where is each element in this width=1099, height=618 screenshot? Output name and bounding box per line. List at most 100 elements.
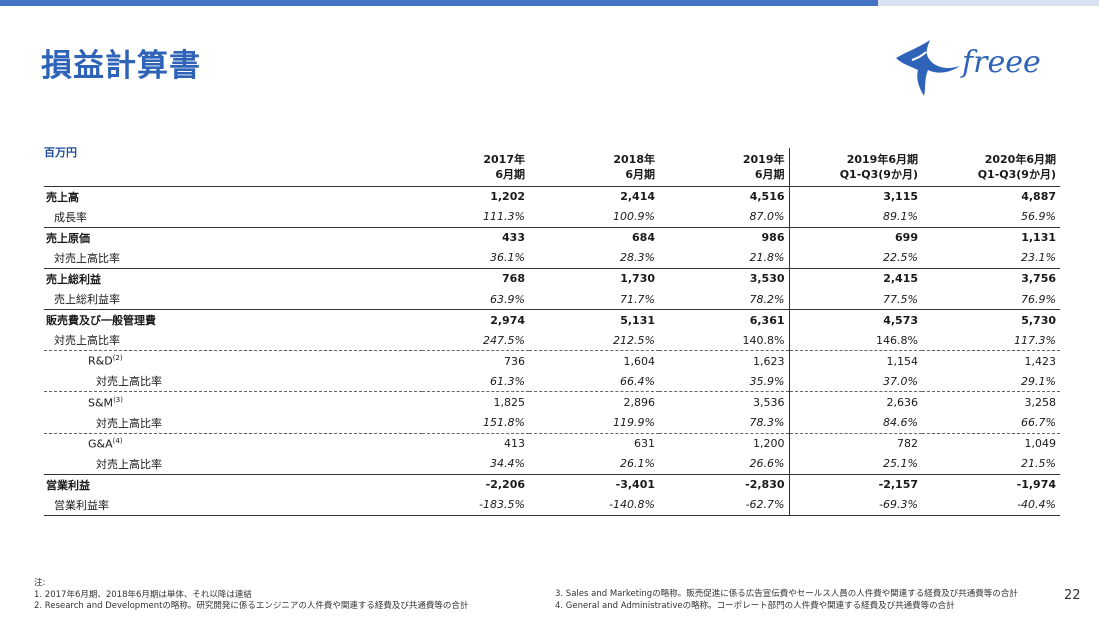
- value-cell: 2,414: [620, 190, 655, 204]
- value-cell: -183.5%: [422, 494, 529, 516]
- page-title: 損益計算書: [41, 48, 201, 84]
- value-cell: 2,415: [788, 268, 922, 289]
- value-cell: 84.6%: [788, 412, 922, 434]
- row-label: 売上高: [46, 190, 79, 204]
- value-cell: 87.0%: [659, 206, 789, 228]
- unit-label-text: 百万円: [44, 145, 77, 159]
- table-row: 対売上高比率 247.5% 212.5% 140.8% 146.8% 117.3…: [44, 330, 1060, 352]
- table-row: R&D(2) 736 1,604 1,623 1,154 1,423: [44, 350, 1060, 372]
- value-cell: 21.5%: [922, 453, 1060, 475]
- value-cell: 768: [502, 272, 525, 286]
- value-cell: 5,730: [1021, 313, 1056, 327]
- value-cell: 35.9%: [659, 371, 789, 393]
- footnote-item: 3. Sales and Marketingの略称。販売促進に係る広告宣伝費やセ…: [555, 589, 1018, 599]
- value-cell: 23.1%: [922, 247, 1060, 269]
- value-cell: 2,974: [490, 313, 525, 327]
- value-cell: -2,830: [745, 478, 785, 492]
- value-cell: 76.9%: [922, 288, 1060, 311]
- value-cell: 684: [632, 231, 655, 245]
- value-cell: 1,730: [620, 272, 655, 286]
- value-cell: 1,131: [1021, 231, 1056, 245]
- value-cell: -2,157: [788, 474, 922, 495]
- value-cell: 1,623: [753, 354, 785, 368]
- value-cell: 66.4%: [529, 371, 659, 393]
- table-row: 対売上高比率 34.4% 26.1% 26.6% 25.1% 21.5%: [44, 453, 1060, 475]
- column-header: 2018年 6月期: [529, 148, 659, 187]
- value-cell: 56.9%: [922, 206, 1060, 228]
- freee-logo: freee: [890, 30, 1070, 100]
- value-cell: 89.1%: [788, 206, 922, 228]
- value-cell: 631: [634, 437, 655, 451]
- table-row: 販売費及び一般管理費 2,974 5,131 6,361 4,573 5,730: [44, 309, 1060, 331]
- value-cell: 782: [788, 433, 922, 454]
- value-cell: 78.3%: [659, 412, 789, 434]
- value-cell: 77.5%: [788, 288, 922, 311]
- value-cell: 1,154: [788, 350, 922, 372]
- row-label: 対売上高比率: [44, 247, 422, 269]
- value-cell: 21.8%: [659, 247, 789, 269]
- row-label: 対売上高比率: [44, 330, 422, 352]
- row-label: 売上原価: [46, 231, 90, 245]
- table-row: 対売上高比率 61.3% 66.4% 35.9% 37.0% 29.1%: [44, 371, 1060, 393]
- value-cell: 29.1%: [922, 371, 1060, 393]
- value-cell: 22.5%: [788, 247, 922, 269]
- value-cell: -2,206: [485, 478, 525, 492]
- value-cell: 3,115: [788, 186, 922, 207]
- row-label: 営業利益率: [44, 494, 422, 516]
- row-label: 対売上高比率: [44, 371, 422, 393]
- column-header: 2020年6月期 Q1-Q3(9か月): [922, 148, 1060, 187]
- value-cell: 1,202: [490, 190, 525, 204]
- value-cell: 4,516: [749, 190, 785, 204]
- value-cell: 66.7%: [922, 412, 1060, 434]
- value-cell: 146.8%: [788, 330, 922, 352]
- value-cell: 1,423: [1024, 354, 1057, 368]
- value-cell: 6,361: [749, 313, 785, 327]
- top-accent-bar-light: [878, 0, 1099, 6]
- value-cell: 2,896: [623, 395, 656, 409]
- row-label: 対売上高比率: [44, 412, 422, 434]
- value-cell: 36.1%: [422, 247, 529, 269]
- table-row: S&M(3) 1,825 2,896 3,536 2,636 3,258: [44, 391, 1060, 413]
- table-header-row: 百万円 2017年 6月期 2018年 6月期 2019年 6月期 2019年6月期 Q…: [44, 145, 1060, 187]
- value-cell: 26.1%: [529, 453, 659, 475]
- top-accent-bar-main: [0, 0, 878, 6]
- value-cell: 699: [788, 227, 922, 248]
- value-cell: -140.8%: [529, 494, 659, 516]
- table-row: G&A(4) 413 631 1,200 782 1,049: [44, 433, 1060, 454]
- row-label: 売上総利益率: [44, 288, 422, 311]
- value-cell: 140.8%: [659, 330, 789, 352]
- column-header: 2019年 6月期: [659, 148, 789, 187]
- footnotes-right: 3. Sales and Marketingの略称。販売促進に係る広告宣伝費やセ…: [555, 589, 1018, 612]
- value-cell: 1,825: [493, 395, 526, 409]
- row-label: G&A(4): [88, 436, 123, 451]
- table-row: 売上総利益率 63.9% 71.7% 78.2% 77.5% 76.9%: [44, 288, 1060, 311]
- value-cell: -1,974: [1016, 478, 1056, 492]
- value-cell: 5,131: [620, 313, 655, 327]
- page-number: 22: [1064, 588, 1081, 603]
- value-cell: 26.6%: [659, 453, 789, 475]
- income-statement-table: 百万円 2017年 6月期 2018年 6月期 2019年 6月期 2019年6月期 Q…: [44, 145, 1060, 516]
- footnotes-heading: 注:: [34, 578, 46, 588]
- table-row: 売上総利益 768 1,730 3,530 2,415 3,756: [44, 268, 1060, 289]
- value-cell: 3,530: [749, 272, 785, 286]
- row-label: 営業利益: [46, 478, 90, 492]
- value-cell: 78.2%: [659, 288, 789, 311]
- value-cell: 1,049: [1024, 437, 1057, 451]
- value-cell: 413: [504, 437, 525, 451]
- row-label: 販売費及び一般管理費: [46, 314, 156, 328]
- value-cell: -62.7%: [659, 494, 789, 516]
- table-row: 売上原価 433 684 986 699 1,131: [44, 227, 1060, 248]
- value-cell: 25.1%: [788, 453, 922, 475]
- value-cell: 247.5%: [422, 330, 529, 352]
- value-cell: 37.0%: [788, 371, 922, 393]
- value-cell: 986: [761, 231, 785, 245]
- value-cell: 212.5%: [529, 330, 659, 352]
- value-cell: 111.3%: [422, 206, 529, 228]
- value-cell: 3,756: [1021, 272, 1056, 286]
- value-cell: -40.4%: [922, 494, 1060, 516]
- row-label: 成長率: [44, 206, 422, 228]
- value-cell: 736: [504, 354, 525, 368]
- column-header: 2017年 6月期: [422, 148, 529, 187]
- top-accent-bar: [0, 0, 1099, 6]
- value-cell: -3,401: [615, 478, 655, 492]
